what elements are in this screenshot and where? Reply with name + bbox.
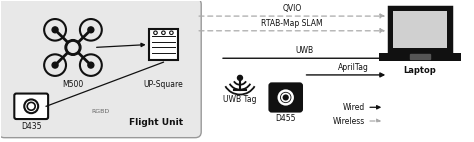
FancyBboxPatch shape	[389, 7, 451, 52]
Text: D435: D435	[21, 122, 41, 131]
Text: UWB Tag: UWB Tag	[223, 95, 257, 104]
Text: D455: D455	[275, 114, 296, 123]
FancyBboxPatch shape	[379, 53, 461, 61]
Text: Wired: Wired	[343, 103, 365, 112]
Text: RGBD: RGBD	[91, 109, 110, 114]
FancyBboxPatch shape	[148, 29, 178, 60]
FancyBboxPatch shape	[0, 0, 201, 138]
Circle shape	[65, 40, 81, 55]
FancyBboxPatch shape	[270, 84, 301, 111]
Text: M500: M500	[63, 80, 83, 89]
Text: Laptop: Laptop	[403, 66, 436, 75]
Text: QVIO: QVIO	[283, 4, 302, 13]
Circle shape	[237, 75, 243, 80]
Text: UWB: UWB	[295, 46, 313, 55]
Circle shape	[88, 27, 94, 33]
Circle shape	[88, 62, 94, 68]
Text: Wireless: Wireless	[333, 116, 365, 126]
Text: UP-Square: UP-Square	[144, 80, 183, 89]
Text: AprilTag: AprilTag	[338, 63, 369, 72]
FancyBboxPatch shape	[393, 11, 447, 48]
Circle shape	[52, 27, 58, 33]
Circle shape	[52, 62, 58, 68]
Circle shape	[68, 43, 78, 52]
FancyBboxPatch shape	[14, 94, 48, 119]
Text: Flight Unit: Flight Unit	[129, 118, 183, 127]
Bar	[410, 54, 430, 59]
Text: RTAB-Map SLAM: RTAB-Map SLAM	[261, 19, 323, 28]
